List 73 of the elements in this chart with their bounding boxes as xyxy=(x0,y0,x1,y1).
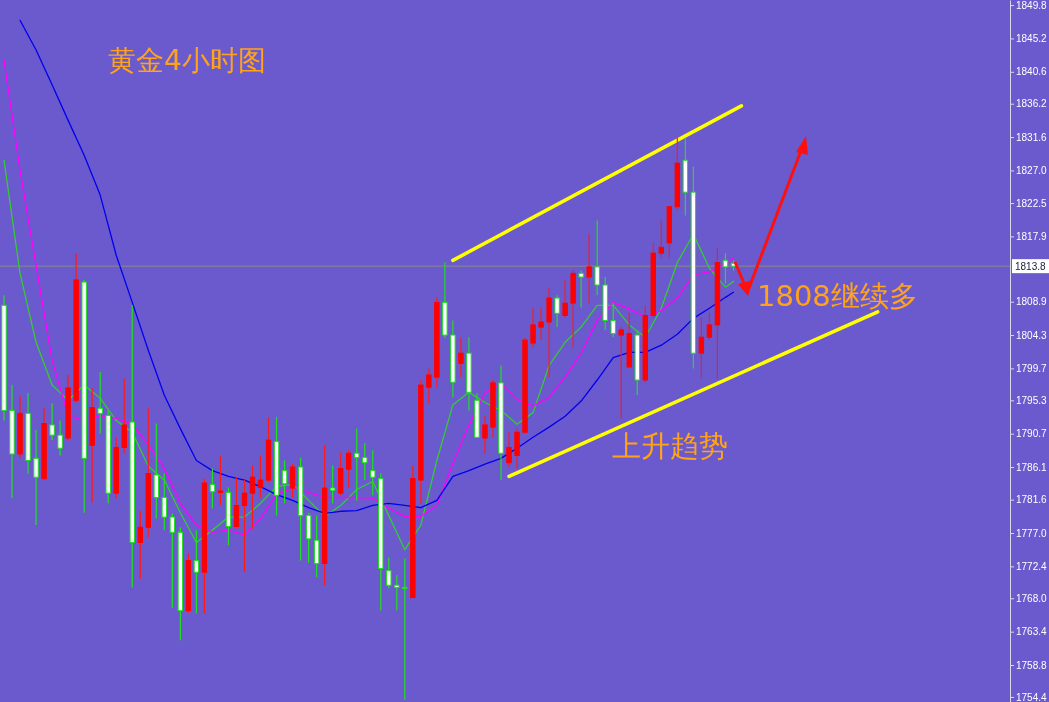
y-tick-label: 1840.6 xyxy=(1016,66,1048,78)
candlestick xyxy=(506,431,512,468)
y-tick-label: 1827.0 xyxy=(1016,165,1048,177)
candlestick xyxy=(578,269,584,309)
candlestick xyxy=(538,306,544,341)
y-tick-label: 1845.2 xyxy=(1016,33,1048,45)
annotation: 1808继续多 xyxy=(757,279,918,313)
candlestick xyxy=(698,316,705,380)
candlestick xyxy=(217,455,224,507)
candlestick xyxy=(169,512,176,609)
y-tick-label: 1772.4 xyxy=(1016,561,1048,573)
ref-line-label: 1813.8 xyxy=(1015,261,1047,273)
candlestick xyxy=(233,476,240,530)
candlestick xyxy=(161,472,168,531)
candlestick xyxy=(426,367,432,404)
candlestick xyxy=(249,464,256,530)
candlestick xyxy=(530,306,536,348)
candlestick xyxy=(313,515,320,578)
y-tick-label: 1799.7 xyxy=(1016,363,1048,375)
candlestick xyxy=(394,574,400,612)
y-tick-label: 1777.0 xyxy=(1016,527,1048,539)
candlestick xyxy=(97,371,103,435)
annotation: 上升趋势 xyxy=(612,429,728,463)
line-series xyxy=(3,159,735,551)
candlestick xyxy=(354,428,360,501)
candlestick xyxy=(562,279,568,319)
candlestick xyxy=(386,557,392,589)
candlestick xyxy=(370,449,376,496)
candlestick xyxy=(458,336,464,378)
candlestick xyxy=(402,557,408,701)
candlestick xyxy=(554,294,560,328)
candlestick xyxy=(209,467,216,509)
candlestick xyxy=(33,429,39,526)
y-tick-label: 1817.9 xyxy=(1016,231,1048,243)
y-tick-label: 1836.2 xyxy=(1016,98,1048,110)
candlestick xyxy=(345,449,352,489)
candlestick xyxy=(586,232,592,304)
candlestick xyxy=(329,464,336,504)
y-tick-label: 1768.0 xyxy=(1016,593,1048,604)
candlestick xyxy=(153,422,160,520)
candlestick xyxy=(482,414,488,454)
y-tick-label: 1781.6 xyxy=(1016,494,1048,506)
candlestick xyxy=(546,287,552,378)
candlestick xyxy=(121,377,127,454)
y-tick-label: 1804.3 xyxy=(1016,329,1048,341)
y-tick-label: 1786.1 xyxy=(1016,461,1048,473)
candlestick xyxy=(257,454,264,499)
y-tick-label: 1754.4 xyxy=(1016,691,1048,702)
candlestick xyxy=(658,219,665,259)
y-tick-label: 1822.5 xyxy=(1016,197,1048,209)
text: 黄金4小时图 xyxy=(108,44,266,77)
candlestick xyxy=(722,252,729,285)
y-tick-label: 1831.6 xyxy=(1016,131,1048,143)
candlestick xyxy=(193,529,200,615)
candlestick xyxy=(289,462,296,499)
candlestick xyxy=(49,402,55,441)
y-tick-label: 1758.8 xyxy=(1016,659,1048,671)
y-tick-label: 1849.8 xyxy=(1016,0,1048,11)
candlestick xyxy=(305,512,312,564)
candlestick xyxy=(281,459,288,504)
candlestick xyxy=(362,442,368,481)
candlestick xyxy=(137,509,143,580)
candlestick xyxy=(514,428,520,470)
y-tick-label: 1790.7 xyxy=(1016,428,1048,440)
y-tick-label: 1795.3 xyxy=(1016,395,1048,407)
candlestick xyxy=(594,219,600,296)
candlestick xyxy=(706,311,713,341)
candlestick xyxy=(618,326,624,420)
y-tick-label: 1763.4 xyxy=(1016,626,1048,638)
candlestick xyxy=(57,420,63,457)
candlestick xyxy=(610,302,616,338)
y-tick-label: 1808.9 xyxy=(1016,296,1048,308)
candlestick xyxy=(241,479,248,573)
